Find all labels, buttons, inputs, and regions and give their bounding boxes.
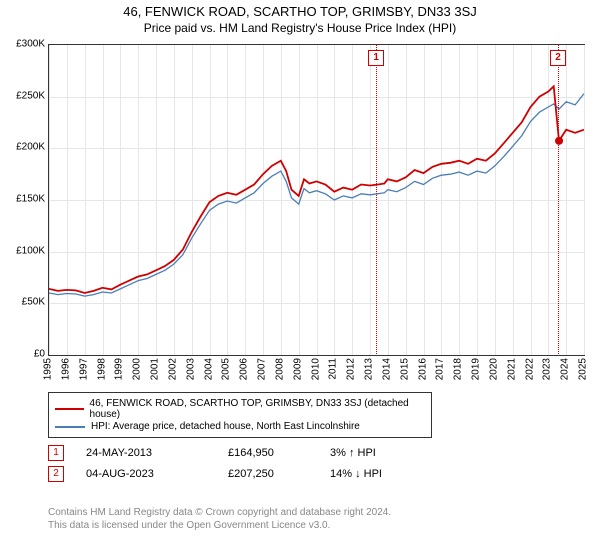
legend-row-property: 46, FENWICK ROAD, SCARTHO TOP, GRIMSBY, … [55, 398, 425, 420]
x-tick: 2003 [185, 358, 196, 380]
y-tick: £200K [16, 142, 45, 153]
footnote-line1: Contains HM Land Registry data © Crown c… [48, 506, 391, 519]
x-tick: 1999 [114, 358, 125, 380]
series-line [49, 86, 584, 293]
sales-table: 1 24-MAY-2013 £164,950 3% ↑ HPI 2 04-AUG… [48, 440, 430, 487]
x-tick: 2001 [150, 358, 161, 380]
sale-date-2: 04-AUG-2023 [86, 468, 206, 480]
event-label: 2 [550, 50, 566, 66]
sale-dot [555, 137, 563, 145]
x-tick: 2025 [578, 358, 589, 380]
sale-marker-1: 1 [48, 445, 64, 461]
plot-area [48, 44, 585, 356]
sale-pct-1: 3% ↑ HPI [330, 447, 430, 459]
x-tick: 2021 [506, 358, 517, 380]
legend-swatch-blue [55, 426, 85, 428]
x-tick: 2011 [328, 358, 339, 380]
x-tick: 1995 [43, 358, 54, 380]
legend-label-property: 46, FENWICK ROAD, SCARTHO TOP, GRIMSBY, … [90, 398, 425, 420]
x-tick: 2015 [399, 358, 410, 380]
footnote: Contains HM Land Registry data © Crown c… [48, 506, 391, 532]
x-tick: 1996 [60, 358, 71, 380]
x-tick: 2016 [417, 358, 428, 380]
chart-title: 46, FENWICK ROAD, SCARTHO TOP, GRIMSBY, … [0, 0, 600, 19]
plot-svg [49, 45, 584, 355]
sale-marker-2: 2 [48, 466, 64, 482]
x-tick: 2024 [560, 358, 571, 380]
x-tick: 2014 [381, 358, 392, 380]
x-tick: 2009 [292, 358, 303, 380]
x-tick: 2000 [132, 358, 143, 380]
legend: 46, FENWICK ROAD, SCARTHO TOP, GRIMSBY, … [48, 392, 432, 438]
x-tick: 2005 [221, 358, 232, 380]
footnote-line2: This data is licensed under the Open Gov… [48, 519, 391, 532]
x-tick: 2002 [167, 358, 178, 380]
sale-price-2: £207,250 [228, 468, 308, 480]
x-tick: 2010 [310, 358, 321, 380]
x-tick: 2013 [364, 358, 375, 380]
sale-row-1: 1 24-MAY-2013 £164,950 3% ↑ HPI [48, 445, 430, 461]
y-tick: £50K [22, 297, 45, 308]
x-tick: 2017 [435, 358, 446, 380]
sale-row-2: 2 04-AUG-2023 £207,250 14% ↓ HPI [48, 466, 430, 482]
chart-subtitle: Price paid vs. HM Land Registry's House … [0, 19, 600, 39]
y-tick: £250K [16, 90, 45, 101]
legend-label-hpi: HPI: Average price, detached house, Nort… [91, 421, 360, 432]
event-line [558, 44, 559, 354]
legend-swatch-red [55, 408, 84, 410]
x-tick: 2023 [542, 358, 553, 380]
x-tick: 1997 [78, 358, 89, 380]
x-tick: 1998 [96, 358, 107, 380]
x-tick: 2019 [471, 358, 482, 380]
sale-pct-2: 14% ↓ HPI [330, 468, 430, 480]
sale-price-1: £164,950 [228, 447, 308, 459]
event-line [376, 44, 377, 354]
event-label: 1 [368, 50, 384, 66]
x-tick: 2020 [488, 358, 499, 380]
sale-date-1: 24-MAY-2013 [86, 447, 206, 459]
x-tick: 2018 [453, 358, 464, 380]
series-line [49, 94, 584, 297]
y-tick: £100K [16, 245, 45, 256]
x-tick: 2004 [203, 358, 214, 380]
x-tick: 2008 [274, 358, 285, 380]
x-tick: 2012 [346, 358, 357, 380]
x-tick: 2006 [239, 358, 250, 380]
y-tick: £300K [16, 39, 45, 50]
x-tick: 2007 [257, 358, 268, 380]
legend-row-hpi: HPI: Average price, detached house, Nort… [55, 421, 425, 432]
x-tick: 2022 [524, 358, 535, 380]
y-tick: £150K [16, 194, 45, 205]
house-price-chart: 46, FENWICK ROAD, SCARTHO TOP, GRIMSBY, … [0, 0, 600, 560]
